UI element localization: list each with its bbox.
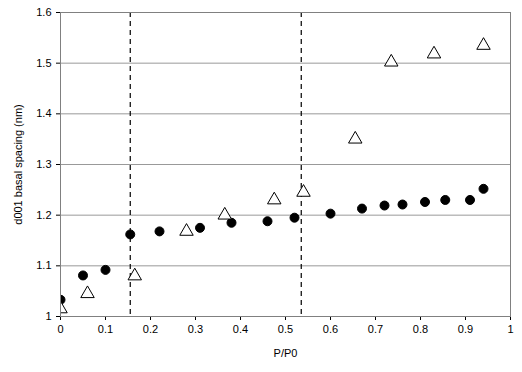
svg-text:1.5: 1.5: [36, 57, 51, 69]
svg-text:1: 1: [507, 323, 513, 335]
svg-text:d001 basal spacing (nm): d001 basal spacing (nm): [12, 104, 24, 224]
svg-text:0.7: 0.7: [368, 323, 383, 335]
svg-text:0.5: 0.5: [278, 323, 293, 335]
svg-text:P/P0: P/P0: [274, 347, 298, 359]
svg-text:0.2: 0.2: [143, 323, 158, 335]
svg-text:0.8: 0.8: [413, 323, 428, 335]
svg-text:1.6: 1.6: [36, 6, 51, 18]
svg-text:1.1: 1.1: [36, 259, 51, 271]
svg-text:0: 0: [57, 323, 63, 335]
svg-text:1.4: 1.4: [36, 107, 51, 119]
svg-text:1.2: 1.2: [36, 209, 51, 221]
svg-text:0.3: 0.3: [188, 323, 203, 335]
svg-text:0.9: 0.9: [458, 323, 473, 335]
svg-text:1.3: 1.3: [36, 158, 51, 170]
svg-text:0.1: 0.1: [98, 323, 113, 335]
svg-text:0.4: 0.4: [233, 323, 248, 335]
svg-text:1: 1: [45, 310, 51, 322]
svg-text:0.6: 0.6: [323, 323, 338, 335]
